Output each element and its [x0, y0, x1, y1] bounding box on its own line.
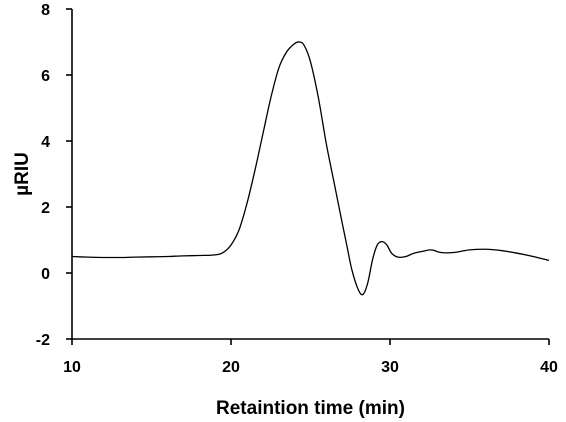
- x-tick-label: 10: [63, 359, 81, 376]
- x-tick-label: 40: [540, 359, 558, 376]
- y-tick-label: 2: [41, 200, 50, 217]
- y-tick-label: 0: [41, 266, 50, 283]
- y-tick-label: 8: [41, 2, 50, 19]
- ticks: -2 0 2 4 6 8 10 20 30 40: [36, 2, 558, 376]
- x-tick-label: 30: [381, 359, 399, 376]
- axes: [71, 9, 549, 340]
- y-tick-label: 6: [41, 68, 50, 85]
- series-line-0: [71, 41, 550, 296]
- y-tick-label: 4: [41, 134, 50, 151]
- x-tick-label: 20: [222, 359, 240, 376]
- x-axis-title: Retaintion time (min): [216, 398, 405, 419]
- y-tick-label: -2: [36, 332, 50, 349]
- plot-area: [71, 41, 550, 296]
- y-axis-title: µRIU: [12, 152, 33, 196]
